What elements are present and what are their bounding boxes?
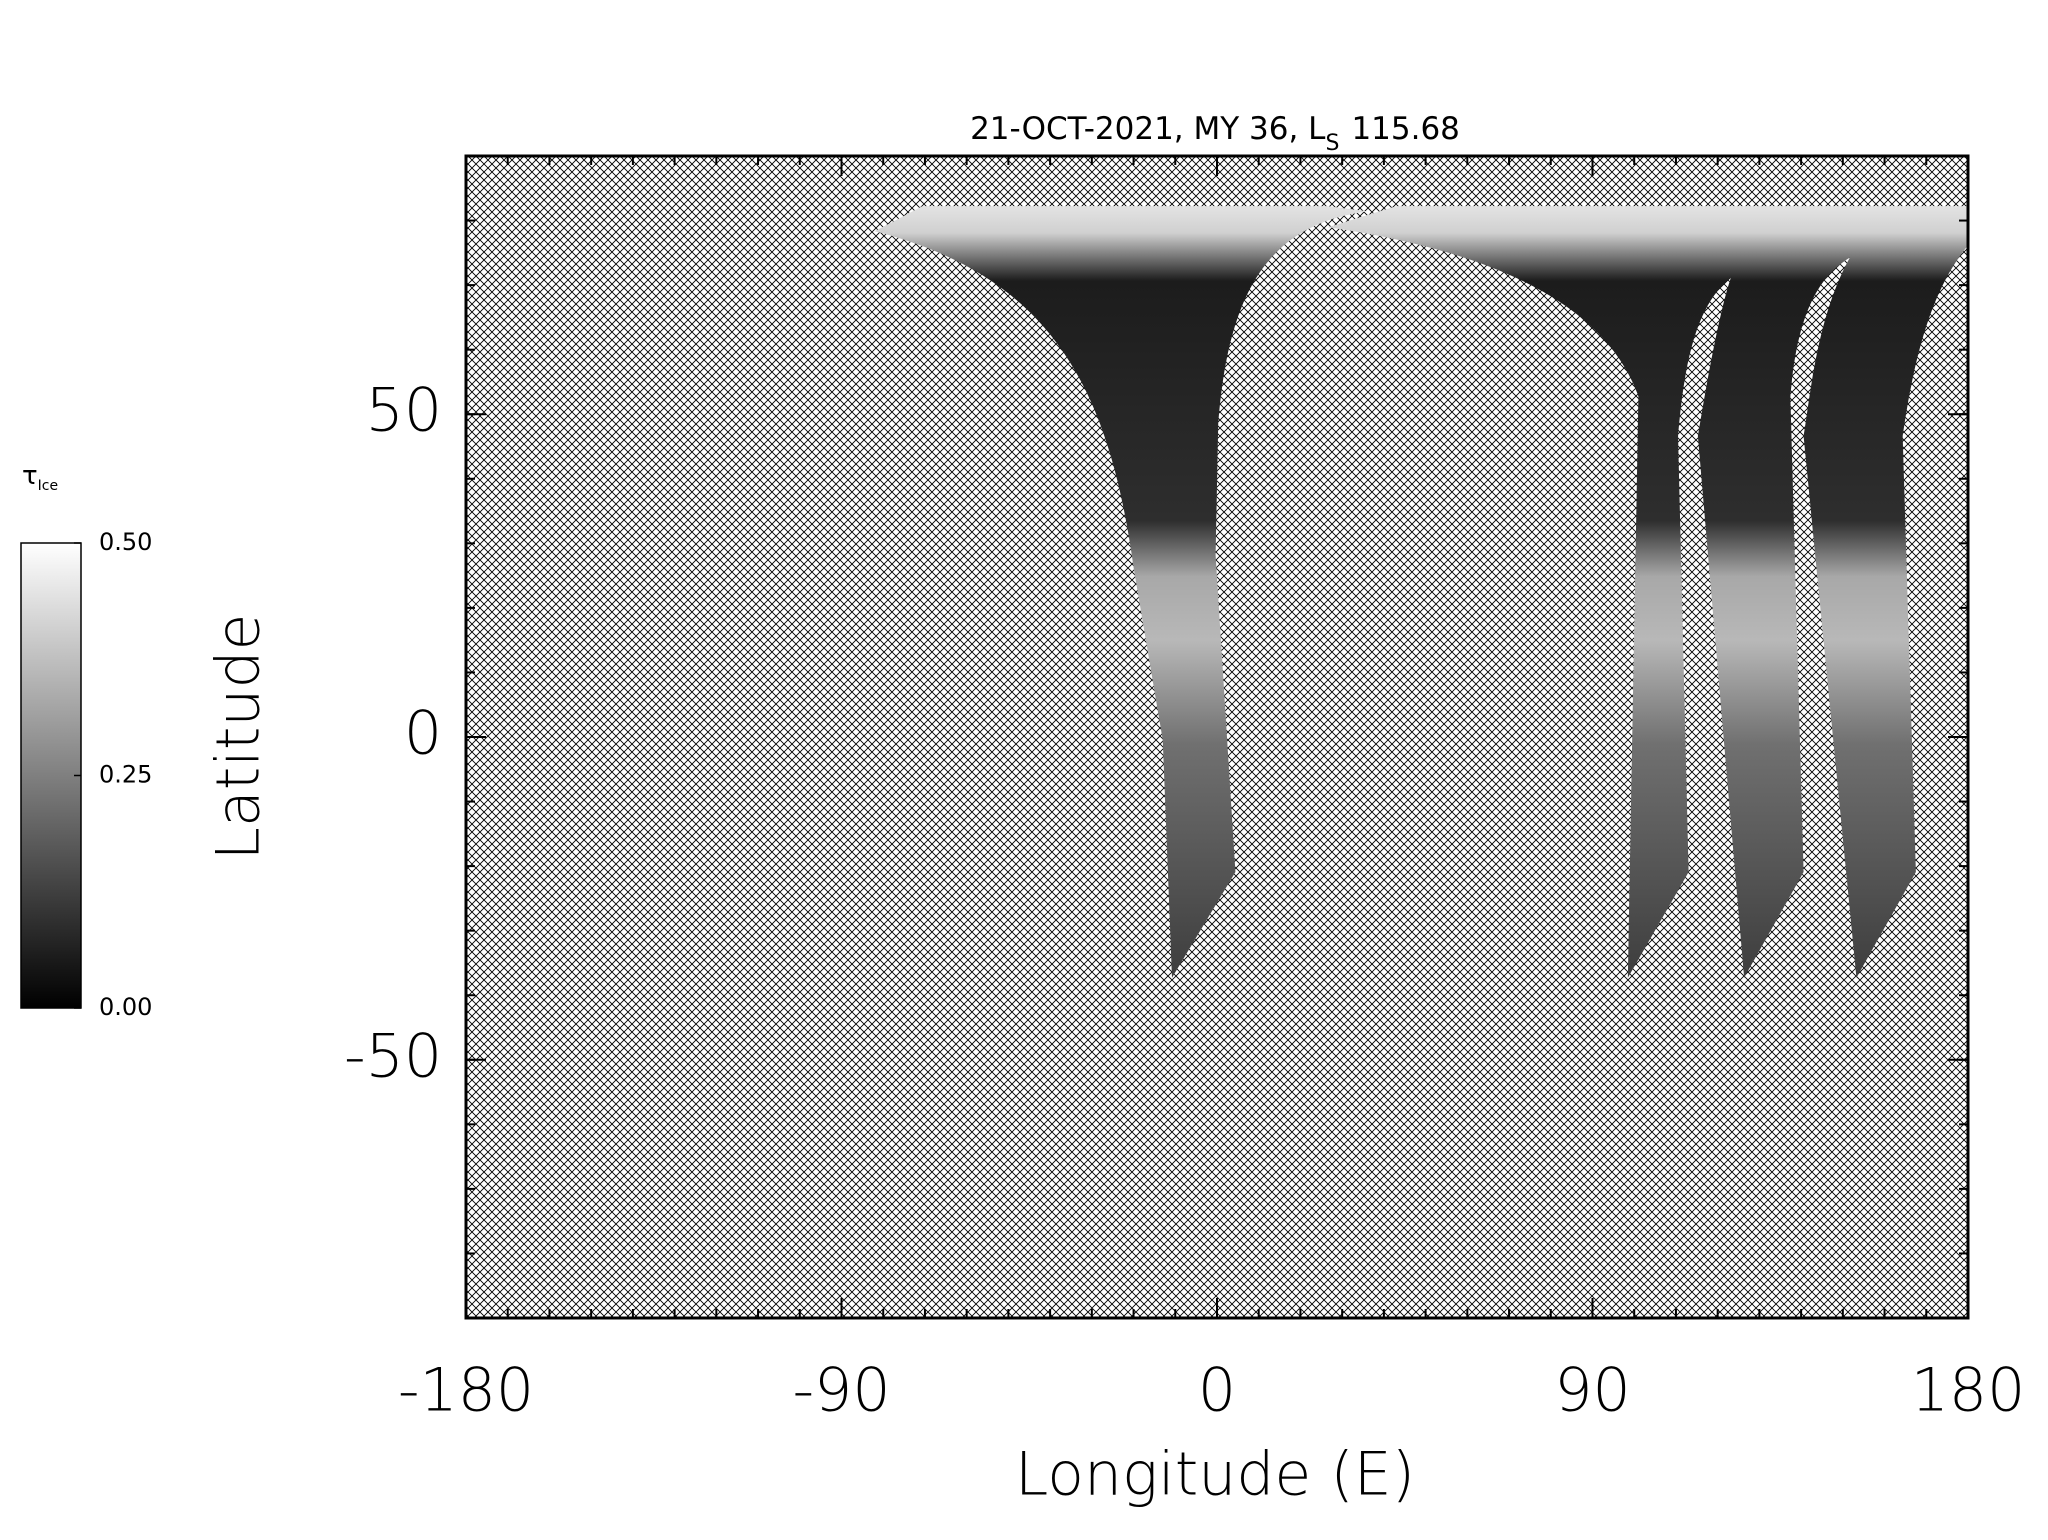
colorbar-label-subscript: Ice (38, 478, 58, 494)
title-text: 21-OCT-2021, MY 36, L (970, 111, 1326, 147)
colorbar-tick-label: 0.00 (99, 993, 152, 1021)
swath (874, 206, 1368, 978)
swath (1327, 206, 1969, 978)
swaths (874, 206, 1969, 978)
y-tick-label: 50 (366, 376, 442, 446)
title-subscript: S (1325, 131, 1339, 156)
colorbar-tick-label: 0.25 (99, 761, 152, 789)
x-axis-title: Longitude (E) (1015, 1440, 1415, 1510)
colorbar-tick-label: 0.50 (99, 528, 152, 556)
colorbar-label: τIce (22, 461, 58, 495)
x-tick-label: -180 (398, 1356, 534, 1426)
y-axis-title: Latitude (204, 614, 274, 861)
chart-title: 21-OCT-2021, MY 36, LS 115.68 (970, 111, 1460, 157)
x-tick-label: -90 (793, 1356, 891, 1426)
title-value: 115.68 (1351, 111, 1459, 147)
y-tick-label: -50 (344, 1021, 442, 1091)
x-tick-label: 90 (1554, 1356, 1630, 1426)
x-tick-label: 180 (1911, 1356, 2026, 1426)
colorbar (20, 542, 82, 1009)
y-tick-label: 0 (404, 699, 442, 769)
colorbar-label-symbol: τ (22, 461, 38, 491)
x-tick-label: 0 (1198, 1356, 1236, 1426)
